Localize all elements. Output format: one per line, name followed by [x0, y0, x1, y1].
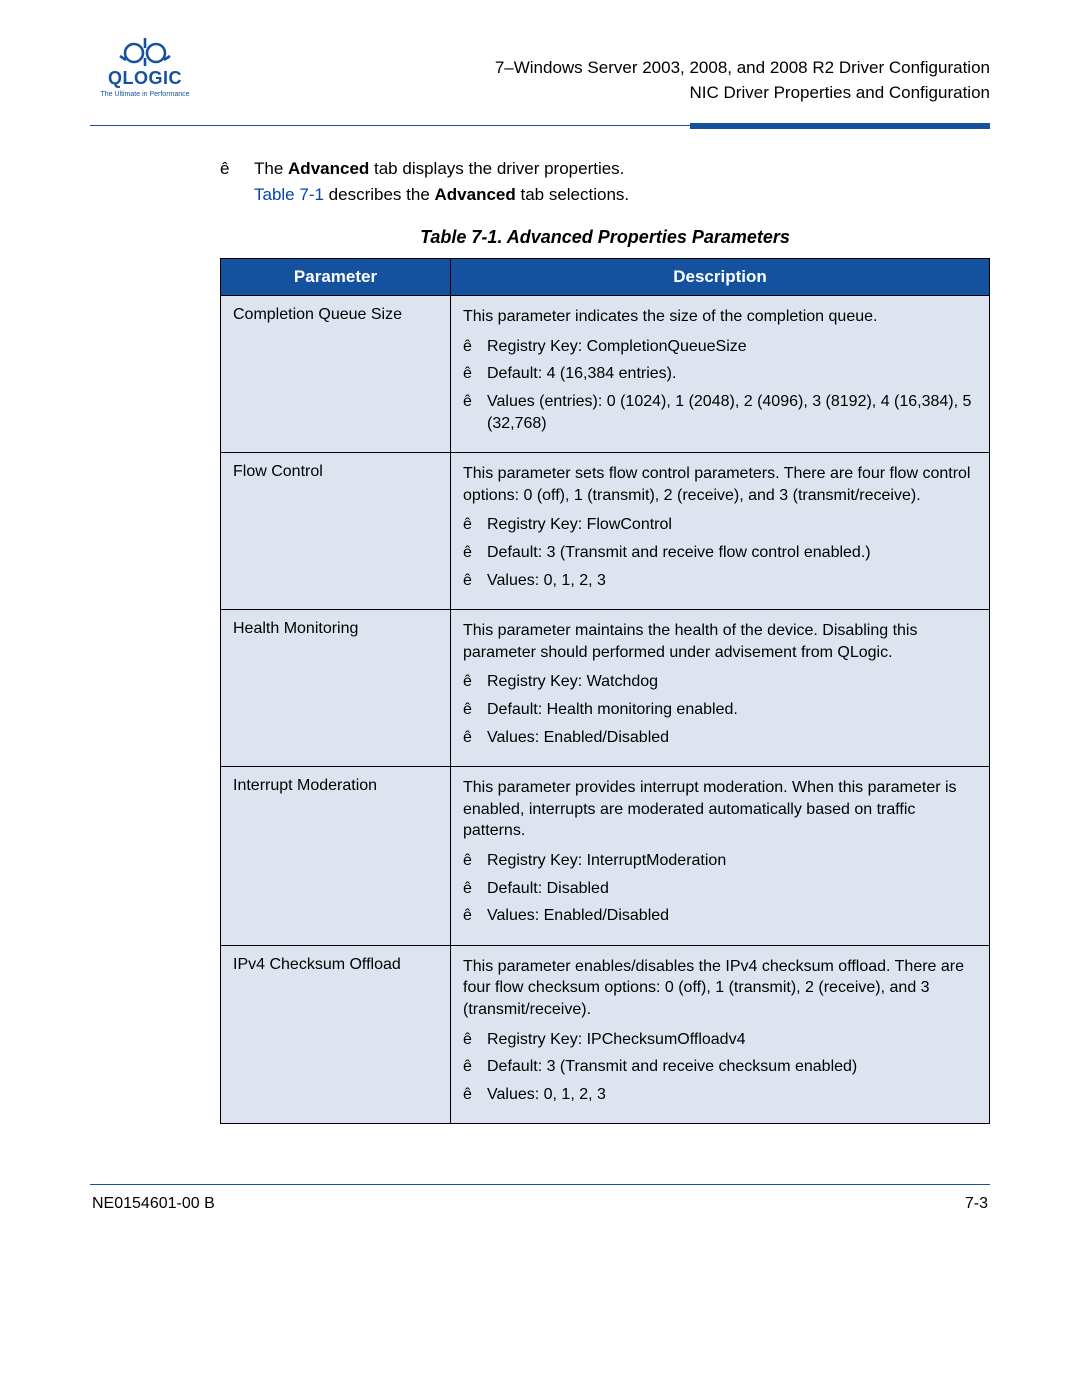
header-line2: NIC Driver Properties and Configuration: [495, 81, 990, 106]
desc-item: êRegistry Key: IPChecksumOffloadv4: [463, 1029, 977, 1051]
header-rule: [90, 123, 990, 129]
desc-item-text: Default: 4 (16,384 entries).: [487, 363, 977, 385]
desc-item: êValues: Enabled/Disabled: [463, 727, 977, 749]
desc-item-text: Values: Enabled/Disabled: [487, 727, 977, 749]
desc-cell: This parameter maintains the health of t…: [451, 610, 990, 767]
bullet-char: ê: [463, 1056, 487, 1078]
param-cell: Health Monitoring: [221, 610, 451, 767]
desc-text: This parameter maintains the health of t…: [463, 620, 977, 663]
desc-item: êRegistry Key: FlowControl: [463, 514, 977, 536]
page: QLOGIC The Ultimate in Performance 7–Win…: [0, 0, 1080, 1253]
bullet-char: ê: [463, 336, 487, 358]
desc-item-text: Registry Key: FlowControl: [487, 514, 977, 536]
table-row: Flow Control This parameter sets flow con…: [221, 453, 990, 610]
page-header: QLOGIC The Ultimate in Performance 7–Win…: [90, 38, 990, 105]
desc-item-text: Registry Key: IPChecksumOffloadv4: [487, 1029, 977, 1051]
table-row: Interrupt ModerationThis parameter provi…: [221, 767, 990, 946]
desc-item-text: Default: 3 (Transmit and receive flow co…: [487, 542, 977, 564]
desc-item: êValues: 0, 1, 2, 3: [463, 570, 977, 592]
bullet-char: ê: [463, 1029, 487, 1051]
desc-item: êValues (entries): 0 (1024), 1 (2048), 2…: [463, 391, 977, 434]
desc-item: êValues: Enabled/Disabled: [463, 905, 977, 927]
col-description: Description: [451, 259, 990, 296]
intro-line2: Table 7-1 describes the Advanced tab sel…: [254, 185, 990, 205]
table-row: Completion Queue Size This parameter indi…: [221, 296, 990, 453]
table-body: Completion Queue Size This parameter indi…: [221, 296, 990, 1124]
desc-item: êDefault: 3 (Transmit and receive flow c…: [463, 542, 977, 564]
advanced-properties-table: Parameter Description Completion Queue S…: [220, 258, 990, 1124]
desc-item: êValues: 0, 1, 2, 3: [463, 1084, 977, 1106]
bullet-char: ê: [463, 671, 487, 693]
desc-item: êRegistry Key: Watchdog: [463, 671, 977, 693]
table-ref-link[interactable]: Table 7-1: [254, 185, 324, 204]
desc-cell: This parameter enables/disables the IPv4…: [451, 945, 990, 1124]
bullet-char: ê: [463, 850, 487, 872]
desc-item-text: Values: 0, 1, 2, 3: [487, 570, 977, 592]
desc-text: This parameter indicates the size of the…: [463, 306, 977, 328]
bullet-char: ê: [463, 727, 487, 749]
content: êThe Advanced tab displays the driver pr…: [90, 159, 990, 1124]
logo-block: QLOGIC The Ultimate in Performance: [90, 38, 200, 98]
bullet-char: ê: [463, 1084, 487, 1106]
desc-cell: This parameter sets flow control paramet…: [451, 453, 990, 610]
desc-item: êDefault: Disabled: [463, 878, 977, 900]
header-line1: 7–Windows Server 2003, 2008, and 2008 R2…: [495, 56, 990, 81]
desc-item: êDefault: Health monitoring enabled.: [463, 699, 977, 721]
footer-page-number: 7-3: [965, 1195, 988, 1213]
desc-item-text: Values: Enabled/Disabled: [487, 905, 977, 927]
col-parameter: Parameter: [221, 259, 451, 296]
intro-line1: êThe Advanced tab displays the driver pr…: [220, 159, 990, 179]
bullet-char: ê: [463, 542, 487, 564]
logo-text: QLOGIC: [108, 68, 182, 89]
table-row: IPv4 Checksum OffloadThis parameter enab…: [221, 945, 990, 1124]
desc-cell: This parameter indicates the size of the…: [451, 296, 990, 453]
bullet-char: ê: [463, 514, 487, 536]
param-cell: Flow Control: [221, 453, 451, 610]
bullet-char: ê: [220, 159, 254, 179]
footer-doc-id: NE0154601-00 B: [92, 1195, 215, 1213]
desc-item-text: Default: Disabled: [487, 878, 977, 900]
param-cell: Completion Queue Size: [221, 296, 451, 453]
table-row: Health Monitoring This parameter maintain…: [221, 610, 990, 767]
desc-item-text: Registry Key: InterruptModeration: [487, 850, 977, 872]
desc-cell: This parameter provides interrupt modera…: [451, 767, 990, 946]
bullet-char: ê: [463, 699, 487, 721]
footer-rule: [90, 1184, 990, 1185]
desc-item-text: Default: 3 (Transmit and receive checksu…: [487, 1056, 977, 1078]
bullet-char: ê: [463, 391, 487, 434]
header-text: 7–Windows Server 2003, 2008, and 2008 R2…: [495, 38, 990, 105]
desc-item-text: Registry Key: CompletionQueueSize: [487, 336, 977, 358]
desc-item-text: Registry Key: Watchdog: [487, 671, 977, 693]
desc-item-text: Values: 0, 1, 2, 3: [487, 1084, 977, 1106]
bullet-char: ê: [463, 363, 487, 385]
param-cell: Interrupt Moderation: [221, 767, 451, 946]
table-title: Table 7-1. Advanced Properties Parameter…: [220, 227, 990, 248]
logo-tagline: The Ultimate in Performance: [100, 91, 189, 98]
bullet-char: ê: [463, 905, 487, 927]
footer: NE0154601-00 B 7-3: [90, 1195, 990, 1213]
desc-item-text: Values (entries): 0 (1024), 1 (2048), 2 …: [487, 391, 977, 434]
desc-item: êRegistry Key: CompletionQueueSize: [463, 336, 977, 358]
bullet-char: ê: [463, 570, 487, 592]
desc-item: êRegistry Key: InterruptModeration: [463, 850, 977, 872]
desc-item-text: Default: Health monitoring enabled.: [487, 699, 977, 721]
desc-text: This parameter sets flow control paramet…: [463, 463, 977, 506]
desc-text: This parameter provides interrupt modera…: [463, 777, 977, 842]
qlogic-mark-icon: [118, 38, 172, 66]
desc-item: êDefault: 4 (16,384 entries).: [463, 363, 977, 385]
bullet-char: ê: [463, 878, 487, 900]
desc-text: This parameter enables/disables the IPv4…: [463, 956, 977, 1021]
param-cell: IPv4 Checksum Offload: [221, 945, 451, 1124]
desc-item: êDefault: 3 (Transmit and receive checks…: [463, 1056, 977, 1078]
